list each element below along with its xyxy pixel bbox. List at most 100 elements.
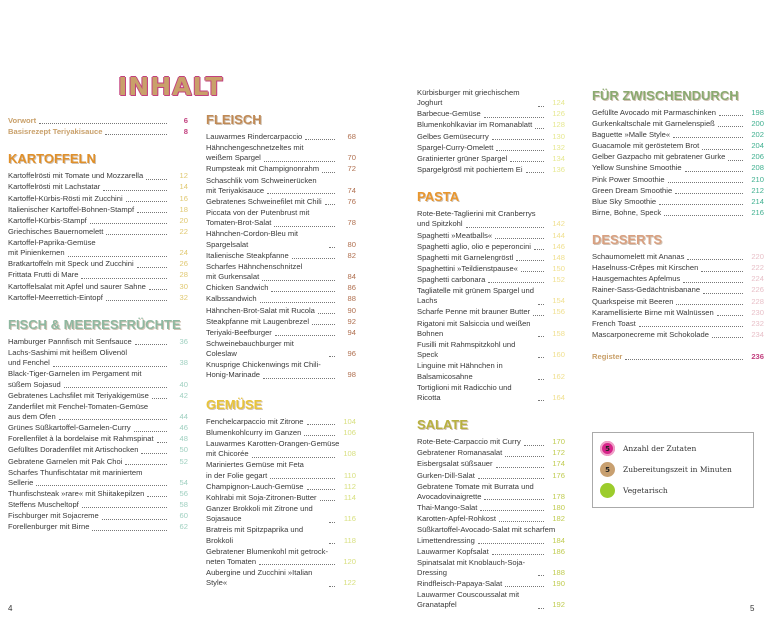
toc-entry[interactable]: Scharfes Hähnchenschnitzel mit Gurkensala…	[206, 262, 356, 283]
toc-entry[interactable]: Karamellisierte Birne mit Walnüssen 230	[592, 308, 764, 318]
toc-entry[interactable]: Mascarponecreme mit Schokolade 234	[592, 330, 764, 340]
toc-entry[interactable]: Gebratener Romanasalat 172	[417, 448, 565, 458]
toc-entry[interactable]: Green Dream Smoothie 212	[592, 186, 764, 196]
toc-entry[interactable]: Lachs-Sashimi mit heißem Olivenöl und Fen…	[8, 348, 188, 369]
toc-entry[interactable]: Kürbisburger mit griechischem Joghurt 124	[417, 88, 565, 109]
toc-entry[interactable]: Kartoffel-Kürbis-Stampf 20	[8, 216, 188, 226]
toc-entry[interactable]: Kartoffelrösti mit Tomate und Mozzarella…	[8, 171, 188, 181]
toc-entry[interactable]: Lauwarmes Rindercarpaccio 68	[206, 132, 356, 142]
toc-entry[interactable]: Gefüllte Avocado mit Parmaschinken 198	[592, 108, 764, 118]
toc-entry[interactable]: Scharfes Thunfischtatar mit mariniertem S…	[8, 468, 188, 489]
toc-entry[interactable]: Gurkenkaltschale mit Garnelenspieß 200	[592, 119, 764, 129]
toc-entry[interactable]: Schaschlik vom Schweinerücken mit Teriyak…	[206, 176, 356, 197]
toc-entry[interactable]: Blue Sky Smoothie 214	[592, 197, 764, 207]
toc-entry[interactable]: Bratkartoffeln mit Speck und Zucchini 26	[8, 259, 188, 269]
toc-entry[interactable]: Tagliatelle mit grünem Spargel und Lachs…	[417, 286, 565, 307]
toc-entry[interactable]: Baguette »Malle Style« 202	[592, 130, 764, 140]
toc-entry[interactable]: Gebratene Tomate mit Burrata und Avocadov…	[417, 482, 565, 503]
toc-entry[interactable]: Hausgemachtes Apfelmus 224	[592, 274, 764, 284]
toc-entry[interactable]: Fenchelcarpaccio mit Zitrone 104	[206, 417, 356, 427]
toc-entry[interactable]: Spaghetti »Meatballs« 144	[417, 231, 565, 241]
toc-entry[interactable]: Bratreis mit Spitzpaprika und Brokkoli 11…	[206, 525, 356, 546]
toc-entry[interactable]: Hähnchen-Brot-Salat mit Rucola 90	[206, 306, 356, 316]
toc-entry[interactable]: Linguine mit Hähnchen in Balsamicosahne 1…	[417, 361, 565, 382]
toc-entry[interactable]: Süßkartoffel-Avocado-Salat mit scharfem L…	[417, 525, 565, 546]
toc-entry[interactable]: Haselnuss-Crêpes mit Kirschen 222	[592, 263, 764, 273]
toc-entry[interactable]: Eisbergsalat süßsauer 174	[417, 459, 565, 469]
toc-entry[interactable]: Kartoffel-Paprika-Gemüse mit Pinienkernen…	[8, 238, 188, 259]
toc-entry[interactable]: Spaghetti aglio, olio e peperoncini 146	[417, 242, 565, 252]
toc-entry[interactable]: Kohlrabi mit Soja-Zitronen-Butter 114	[206, 493, 356, 503]
toc-entry[interactable]: Mariniertes Gemüse mit Feta in der Folie …	[206, 460, 356, 481]
toc-entry[interactable]: Blumenkohlcurry im Ganzen 106	[206, 428, 356, 438]
toc-entry[interactable]: Chicken Sandwich 86	[206, 283, 356, 293]
toc-entry[interactable]: Lauwarmer Kopfsalat 186	[417, 547, 565, 557]
toc-entry[interactable]: Kartoffelrösti mit Lachstatar 14	[8, 182, 188, 192]
toc-entry[interactable]: Basisrezept Teriyakisauce 8	[8, 127, 188, 137]
toc-entry[interactable]: Steffens Muscheltopf 58	[8, 500, 188, 510]
toc-entry[interactable]: Ganzer Brokkoli mit Zitrone und Sojasauc…	[206, 504, 356, 525]
toc-entry[interactable]: Hähnchengeschnetzeltes mit weißem Spargel…	[206, 143, 356, 164]
toc-entry[interactable]: Gebratenes Schweinefilet mit Chili 76	[206, 197, 356, 207]
toc-entry[interactable]: Grünes Süßkartoffel-Garnelen-Curry 46	[8, 423, 188, 433]
toc-entry[interactable]: Black-Tiger-Garnelen im Pergament mit süß…	[8, 369, 188, 390]
toc-entry[interactable]: Quarkspeise mit Beeren 228	[592, 297, 764, 307]
toc-entry[interactable]: Gefülltes Doradenfilet mit Artischocken 5…	[8, 445, 188, 455]
toc-entry[interactable]: Guacamole mit geröstetem Brot 204	[592, 141, 764, 151]
toc-entry[interactable]: Spaghetti mit Garnelengröstl 148	[417, 253, 565, 263]
toc-entry[interactable]: Lauwarmer Couscoussalat mit Granatapfel 1…	[417, 590, 565, 611]
toc-entry[interactable]: French Toast 232	[592, 319, 764, 329]
toc-entry[interactable]: Rote-Bete-Taglierini mit Cranberrys und S…	[417, 209, 565, 230]
toc-entry[interactable]: Gratinierter grüner Spargel 134	[417, 154, 565, 164]
toc-entry[interactable]: Pink Power Smoothie 210	[592, 175, 764, 185]
toc-entry[interactable]: Karotten-Apfel-Rohkost 182	[417, 514, 565, 524]
toc-entry[interactable]: Lauwarmes Karotten-Orangen-Gemüse mit Chi…	[206, 439, 356, 460]
toc-entry[interactable]: Fusilli mit Rahmspitzkohl und Speck 160	[417, 340, 565, 361]
toc-entry[interactable]: Yellow Sunshine Smoothie 208	[592, 163, 764, 173]
toc-entry[interactable]: Champignon-Lauch-Gemüse 112	[206, 482, 356, 492]
toc-entry[interactable]: Kartoffelsalat mit Apfel und saurer Sahn…	[8, 282, 188, 292]
toc-entry[interactable]: Gebratenes Lachsfilet mit Teriyakigemüse…	[8, 391, 188, 401]
toc-entry[interactable]: Gelber Gazpacho mit gebratener Gurke 206	[592, 152, 764, 162]
toc-entry[interactable]: Kalbssandwich 88	[206, 294, 356, 304]
toc-entry[interactable]: Hamburger Pannfisch mit Senfsauce 36	[8, 337, 188, 347]
toc-entry[interactable]: Rigatoni mit Salsiccia und weißen Bohnen…	[417, 319, 565, 340]
toc-entry[interactable]: Kartoffel-Meerrettich-Eintopf 32	[8, 293, 188, 303]
toc-entry[interactable]: Spaghettini »Teildienstpause« 150	[417, 264, 565, 274]
toc-entry[interactable]: Register 236	[592, 352, 764, 362]
toc-entry[interactable]: Thai-Mango-Salat 180	[417, 503, 565, 513]
toc-entry[interactable]: Zanderfilet mit Fenchel-Tomaten-Gemüse au…	[8, 402, 188, 423]
toc-entry[interactable]: Tortiglioni mit Radicchio und Ricotta 164	[417, 383, 565, 404]
toc-entry[interactable]: Forellenfilet à la bordelaise mit Rahmsp…	[8, 434, 188, 444]
toc-entry[interactable]: Frittata Frutti di Mare 28	[8, 270, 188, 280]
toc-entry[interactable]: Spaghetti carbonara 152	[417, 275, 565, 285]
toc-entry[interactable]: Spinatsalat mit Knoblauch-Soja-Dressing 1…	[417, 558, 565, 579]
toc-entry[interactable]: Gelbes Gemüsecurry 130	[417, 132, 565, 142]
toc-entry[interactable]: Italienischer Kartoffel-Bohnen-Stampf 18	[8, 205, 188, 215]
toc-entry[interactable]: Thunfischsteak »rare« mit Shiitakepilzen…	[8, 489, 188, 499]
toc-entry[interactable]: Schaumomelett mit Ananas 220	[592, 252, 764, 262]
toc-entry[interactable]: Spargel-Curry-Omelett 132	[417, 143, 565, 153]
toc-entry[interactable]: Forellenburger mit Birne 62	[8, 522, 188, 532]
toc-entry[interactable]: Griechisches Bauernomelett 22	[8, 227, 188, 237]
toc-entry[interactable]: Piccata von der Putenbrust mit Tomaten-Br…	[206, 208, 356, 229]
toc-entry[interactable]: Rumpsteak mit Champignonrahm 72	[206, 164, 356, 174]
toc-entry[interactable]: Gurken-Dill-Salat 176	[417, 471, 565, 481]
toc-entry[interactable]: Hähnchen-Cordon-Bleu mit Spargelsalat 80	[206, 229, 356, 250]
toc-entry[interactable]: Schweinebauchburger mit Coleslaw 96	[206, 339, 356, 360]
toc-entry[interactable]: Steakpfanne mit Laugenbrezel 92	[206, 317, 356, 327]
toc-entry[interactable]: Teriyaki-Beefburger 94	[206, 328, 356, 338]
toc-entry[interactable]: Aubergine und Zucchini »Italian Style« 12…	[206, 568, 356, 589]
toc-entry[interactable]: Spargelgröstl mit pochiertem Ei 136	[417, 165, 565, 175]
toc-entry[interactable]: Scharfe Penne mit brauner Butter 156	[417, 307, 565, 317]
toc-entry[interactable]: Rote-Bete-Carpaccio mit Curry 170	[417, 437, 565, 447]
toc-entry[interactable]: Barbecue-Gemüse 126	[417, 109, 565, 119]
toc-entry[interactable]: Fischburger mit Sojacreme 60	[8, 511, 188, 521]
toc-entry[interactable]: Kartoffel-Kürbis-Rösti mit Zucchini 16	[8, 194, 188, 204]
toc-entry[interactable]: Gebratene Garnelen mit Pak Choi 52	[8, 457, 188, 467]
toc-entry[interactable]: Vorwort 6	[8, 116, 188, 126]
toc-entry[interactable]: Gebratener Blumenkohl mit getrock-neten …	[206, 547, 356, 568]
toc-entry[interactable]: Birne, Bohne, Speck 216	[592, 208, 764, 218]
toc-entry[interactable]: Blumenkohlkaviar im Romanablatt 128	[417, 120, 565, 130]
toc-entry[interactable]: Rindfleisch-Papaya-Salat 190	[417, 579, 565, 589]
